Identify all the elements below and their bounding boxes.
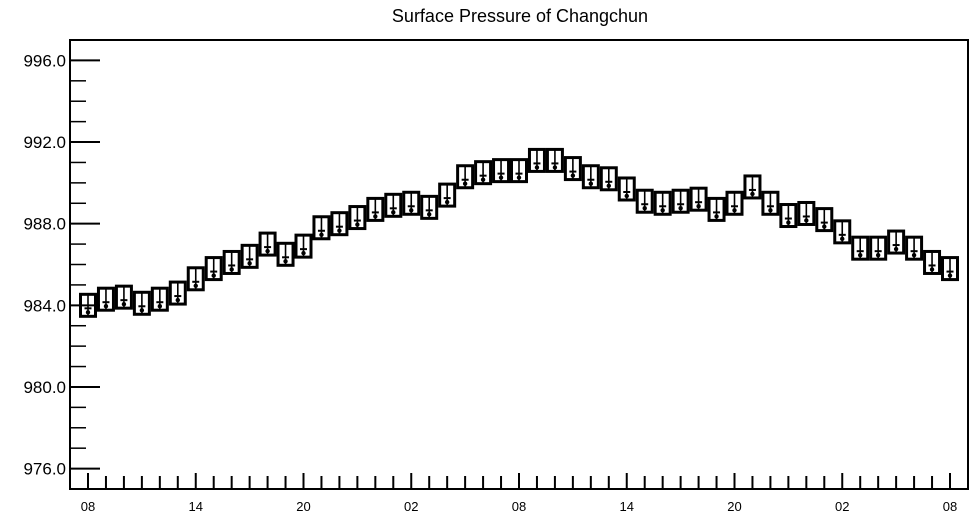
- data-point: [743, 174, 762, 200]
- chart-title: Surface Pressure of Changchun: [392, 6, 648, 26]
- x-tick-label: 14: [189, 499, 203, 514]
- data-point: [420, 194, 439, 220]
- data-point: [492, 158, 511, 184]
- data-point: [815, 207, 834, 233]
- data-point: [887, 229, 906, 255]
- data-point: [833, 219, 852, 245]
- data-point: [510, 158, 528, 184]
- y-tick-label: 996.0: [23, 51, 66, 70]
- x-tick-label: 20: [296, 499, 310, 514]
- x-tick-label: 14: [620, 499, 634, 514]
- y-tick-label: 984.0: [23, 296, 66, 315]
- y-tick-label: 992.0: [23, 133, 66, 152]
- data-point: [222, 249, 241, 275]
- data-point: [132, 290, 151, 316]
- x-axis: 08 14 20 02 08 14 20 02 08: [81, 473, 957, 514]
- data-point: [869, 235, 888, 261]
- data-point: [707, 196, 726, 222]
- data-point: [474, 160, 493, 186]
- x-tick-label: 20: [727, 499, 741, 514]
- data-point: [114, 284, 133, 310]
- x-tick-label: 08: [943, 499, 957, 514]
- data-point: [294, 233, 313, 259]
- data-point: [527, 147, 546, 173]
- data-point: [96, 286, 115, 312]
- data-point: [240, 243, 259, 269]
- data-point: [563, 156, 582, 182]
- y-tick-label: 976.0: [23, 460, 66, 479]
- data-point: [348, 205, 367, 231]
- data-point: [689, 186, 708, 212]
- data-point: [150, 286, 169, 312]
- data-point: [671, 188, 690, 214]
- y-axis: 976.0 980.0 984.0 988.0 992.0 996.0: [23, 39, 100, 490]
- data-point: [204, 256, 223, 282]
- data-point: [258, 231, 277, 257]
- data-point: [438, 182, 457, 208]
- data-point: [905, 235, 924, 261]
- x-tick-label: 02: [404, 499, 418, 514]
- data-point: [635, 188, 654, 214]
- data-point: [330, 211, 349, 237]
- data-point: [725, 190, 744, 216]
- data-point: [545, 147, 564, 173]
- data-point: [402, 190, 421, 216]
- data-point: [186, 266, 205, 292]
- data-point: [276, 241, 295, 267]
- data-point: [851, 235, 870, 261]
- data-point: [384, 192, 403, 218]
- data-point: [599, 166, 618, 192]
- y-tick-label: 980.0: [23, 378, 66, 397]
- data-point: [797, 200, 816, 226]
- x-tick-label: 08: [512, 499, 526, 514]
- x-tick-label: 02: [835, 499, 849, 514]
- data-point: [923, 249, 942, 275]
- data-point: [79, 292, 97, 318]
- data-point: [761, 190, 780, 216]
- data-point: [581, 164, 600, 190]
- data-point: [312, 215, 331, 241]
- data-point: [366, 196, 385, 222]
- data-point: [168, 280, 187, 306]
- data-point: [617, 176, 636, 202]
- data-point: [653, 190, 672, 216]
- data-point: [456, 164, 475, 190]
- data-markers: [79, 147, 959, 318]
- y-tick-label: 988.0: [23, 215, 66, 234]
- data-point: [779, 203, 798, 229]
- plot-frame: [69, 39, 969, 490]
- data-point: [941, 256, 959, 282]
- x-tick-label: 08: [81, 499, 95, 514]
